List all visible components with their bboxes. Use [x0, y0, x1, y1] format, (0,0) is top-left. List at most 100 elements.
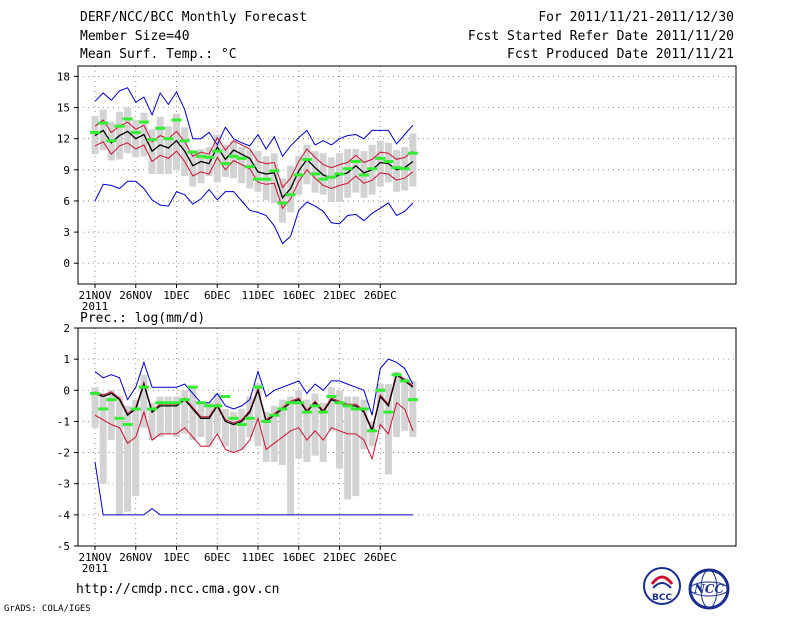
- prec-member-mark: [383, 410, 394, 414]
- prec-box: [262, 412, 270, 462]
- produced-date-label: Fcst Produced Date 2011/11/21: [507, 47, 734, 62]
- prec-box: [197, 402, 205, 437]
- prec-box: [181, 390, 189, 434]
- temp-box: [221, 144, 229, 178]
- prec-box: [352, 396, 360, 497]
- prec-box: [189, 387, 197, 441]
- temp-ytick-label: 6: [63, 195, 70, 208]
- prec-member-mark: [179, 398, 190, 402]
- prec-member-mark: [122, 423, 133, 427]
- temp-box: [303, 144, 311, 185]
- temp-xtick-label: 21NOV: [78, 289, 111, 302]
- temp-xtick-label: 26NOV: [119, 289, 152, 302]
- temp-box: [393, 150, 401, 192]
- temp-year-label: 2011: [82, 300, 109, 313]
- prec-xtick-label: 26DEC: [364, 551, 397, 564]
- prec-member-mark: [326, 395, 337, 399]
- bcc-logo-text: BCC: [652, 593, 672, 603]
- prec-xtick-label: 6DEC: [204, 551, 231, 564]
- prec-member-mark: [261, 419, 272, 423]
- temp-box: [409, 133, 417, 187]
- prec-box: [303, 399, 311, 462]
- ncc-logo-text: NCC: [693, 582, 725, 596]
- temp-member-mark: [391, 166, 402, 170]
- temp-member-mark: [261, 177, 272, 181]
- prec-member-mark: [130, 407, 141, 411]
- prec-ytick-label: 0: [63, 384, 70, 397]
- temp-ytick-label: 0: [63, 257, 70, 270]
- bcc-logo-icon: BCC: [643, 567, 681, 605]
- prec-member-mark: [293, 401, 304, 405]
- temp-panel: 0 3 6 9 12 15 18 21NOV 26NOV 1DEC 6DEC 11DEC 16DEC 21…: [57, 65, 737, 326]
- grads-credit: GrADS: COLA/IGES: [4, 604, 91, 614]
- chart-title: DERF/NCC/BCC Monthly Forecast: [80, 10, 307, 25]
- temp-member-mark: [228, 154, 239, 158]
- prec-xtick-label: 21DEC: [323, 551, 356, 564]
- prec-member-mark: [310, 404, 321, 408]
- temp-member-mark: [212, 149, 223, 153]
- prec-box: [360, 399, 368, 450]
- temp-member-mark: [310, 172, 321, 176]
- prec-year-label: 2011: [82, 562, 109, 575]
- prec-xtick-label: 1DEC: [163, 551, 190, 564]
- prec-member-mark: [269, 413, 280, 417]
- temp-xtick-label: 6DEC: [204, 289, 231, 302]
- temp-lower-spread-line: [94, 141, 414, 210]
- temp-member-mark: [122, 117, 133, 121]
- prec-box: [270, 405, 278, 462]
- prec-box: [173, 396, 180, 437]
- prec-box: [115, 396, 123, 515]
- temp-member-mark: [244, 165, 255, 169]
- temp-ytick-label: 18: [57, 70, 70, 83]
- prec-box: [319, 402, 327, 462]
- temp-box: [205, 146, 213, 177]
- temp-member-mark: [155, 126, 166, 130]
- prec-variable-label: Prec.: log(mm/d): [80, 311, 205, 326]
- prec-member-mark: [391, 373, 402, 377]
- prec-member-mark: [244, 416, 255, 420]
- prec-member-mark: [220, 395, 231, 399]
- prec-box: [344, 396, 352, 500]
- temp-member-mark: [269, 169, 280, 173]
- prec-member-mark: [407, 398, 418, 402]
- temp-xtick-label: 26DEC: [364, 289, 397, 302]
- prec-member-mark: [106, 398, 117, 402]
- temp-min-line: [94, 180, 414, 245]
- temp-box: [319, 153, 327, 195]
- prec-xtick-label: 16DEC: [282, 551, 315, 564]
- prec-ytick-label: -2: [57, 447, 70, 460]
- prec-frame: [77, 327, 737, 547]
- prec-box: [368, 421, 376, 447]
- prec-ytick-label: -1: [57, 415, 70, 428]
- temp-member-mark: [195, 154, 206, 158]
- temp-box: [278, 178, 286, 223]
- temp-box: [197, 149, 205, 184]
- temp-box: [311, 151, 319, 193]
- temp-xtick-label: 16DEC: [282, 289, 315, 302]
- temp-box: [270, 153, 278, 204]
- prec-ytick-label: 2: [63, 322, 70, 335]
- prec-member-mark: [285, 401, 296, 405]
- temp-box: [124, 107, 132, 154]
- prec-member-mark: [90, 391, 100, 395]
- temp-member-mark: [367, 167, 378, 171]
- temp-xtick-label: 21DEC: [323, 289, 356, 302]
- prec-box: [311, 393, 319, 456]
- temp-max-line: [94, 87, 414, 158]
- prec-box: [107, 390, 115, 441]
- temp-member-mark: [301, 157, 312, 161]
- prec-member-mark: [277, 407, 288, 411]
- temp-box: [336, 153, 343, 202]
- prec-min-line: [94, 461, 413, 516]
- prec-box: [99, 393, 107, 484]
- prec-member-mark: [155, 401, 166, 405]
- prec-member-mark: [358, 407, 369, 411]
- prec-box: [327, 387, 335, 431]
- prec-member-mark: [204, 404, 215, 408]
- prec-box: [148, 402, 156, 441]
- temp-member-mark: [187, 150, 198, 154]
- member-size-label: Member Size=40: [80, 29, 190, 44]
- temp-member-mark: [277, 201, 288, 205]
- temp-member-mark: [375, 156, 386, 160]
- temp-variable-label: Mean Surf. Temp.: °C: [80, 47, 237, 62]
